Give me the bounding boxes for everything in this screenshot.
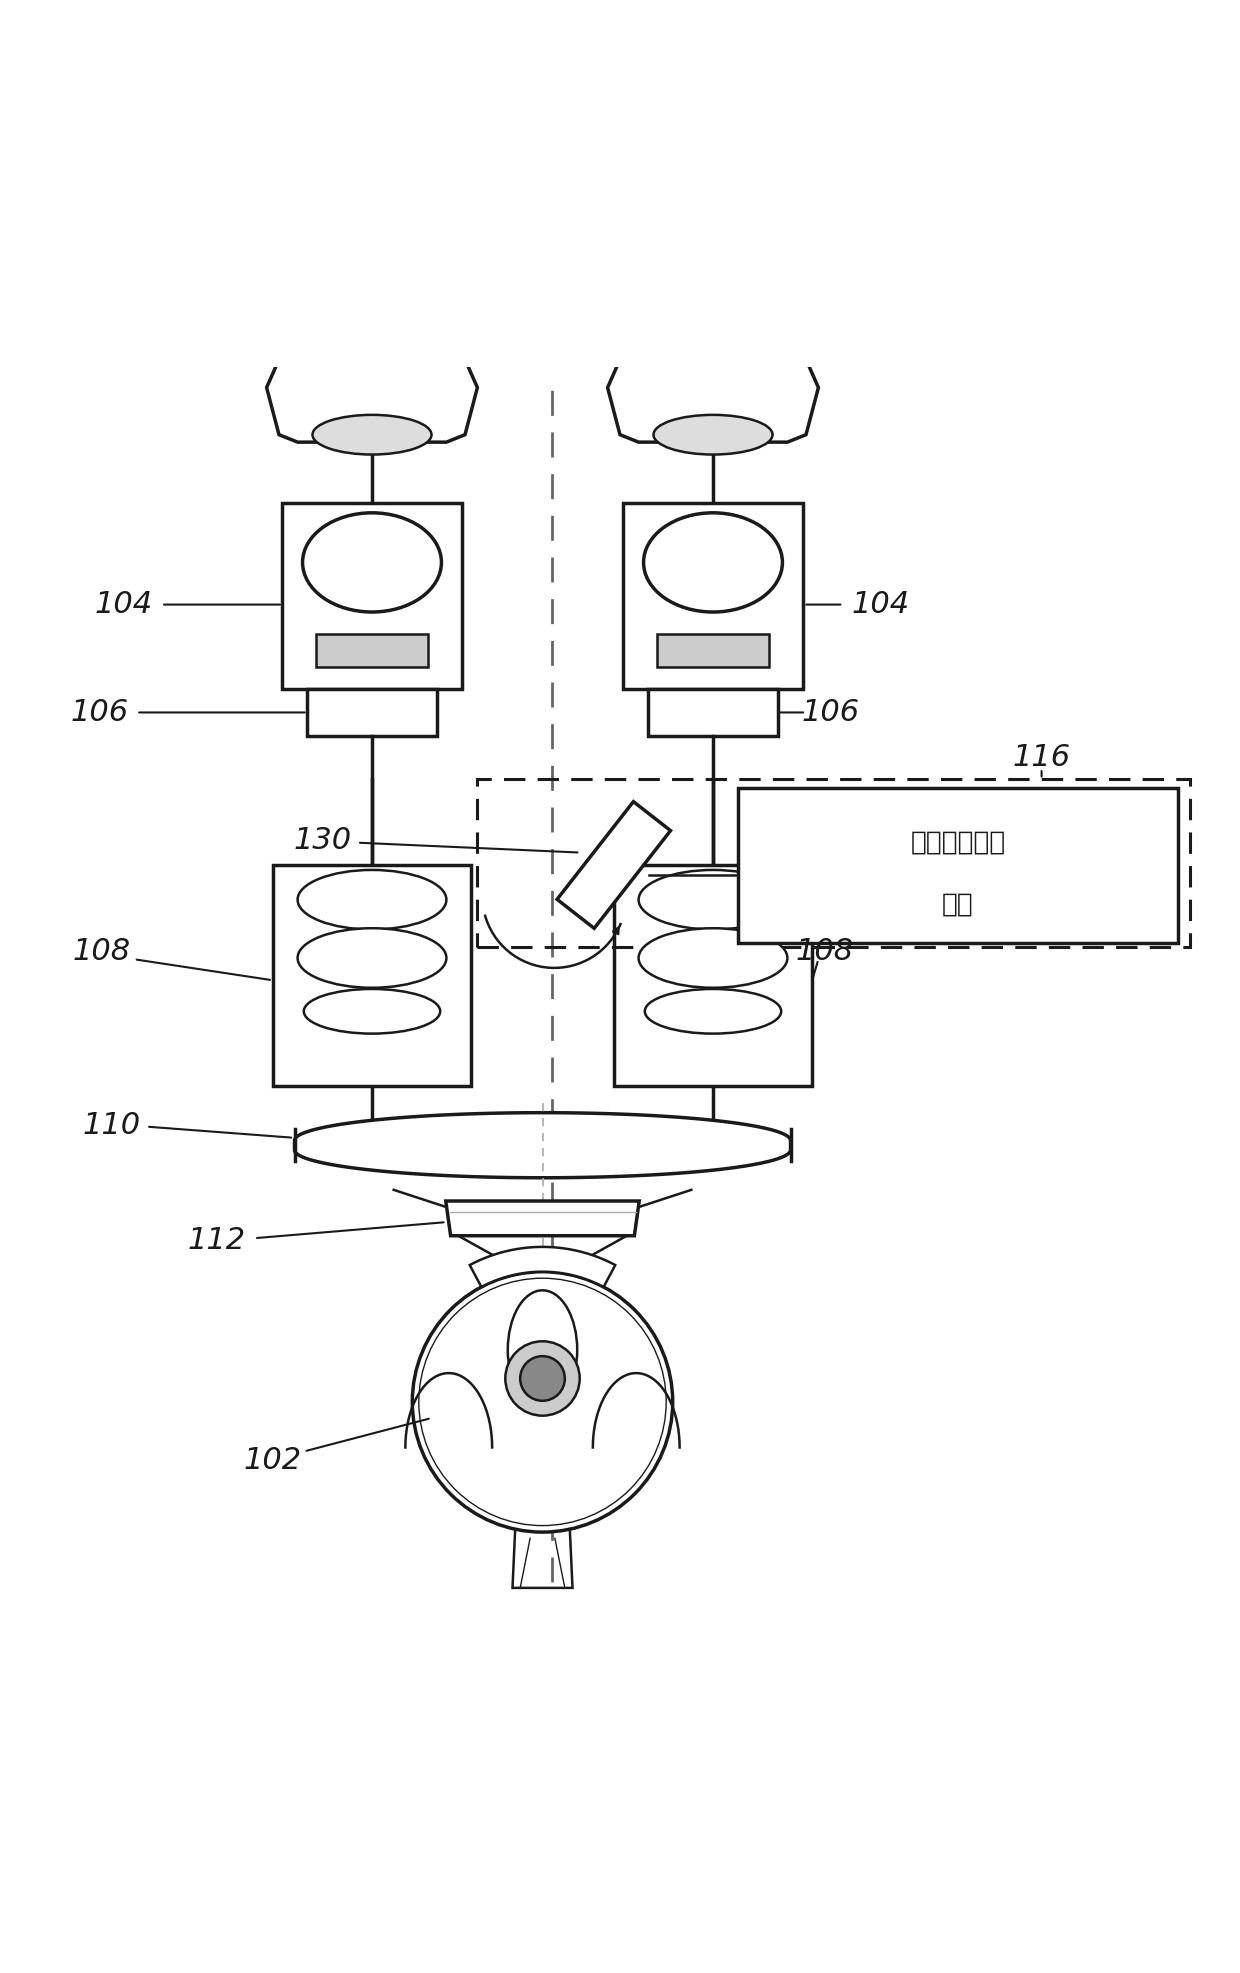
Text: 104: 104 [95,590,153,620]
Bar [614,864,812,1085]
Polygon shape [267,333,477,442]
Polygon shape [295,1113,791,1178]
Bar [657,635,769,667]
Circle shape [412,1273,672,1533]
Text: 104: 104 [852,590,909,620]
Bar [622,503,802,689]
Ellipse shape [304,988,440,1034]
Bar [738,787,1178,943]
Ellipse shape [303,513,441,612]
Ellipse shape [298,870,446,929]
Ellipse shape [644,513,782,612]
Bar [477,779,1190,947]
Ellipse shape [639,870,787,929]
Text: 实时数据投影: 实时数据投影 [910,829,1006,856]
Text: 102: 102 [244,1446,301,1474]
Ellipse shape [298,927,446,988]
Bar [306,689,436,736]
Polygon shape [557,801,671,929]
Bar [316,635,428,667]
Ellipse shape [639,927,787,988]
Ellipse shape [312,414,432,454]
Polygon shape [608,333,818,442]
Bar [647,689,779,736]
Text: 108: 108 [796,937,853,967]
Ellipse shape [506,1342,580,1417]
Bar [273,864,471,1085]
Text: 106: 106 [802,698,859,726]
Text: 106: 106 [71,698,128,726]
Polygon shape [470,1247,615,1286]
Text: 110: 110 [83,1111,140,1140]
Text: 108: 108 [73,937,130,967]
Ellipse shape [645,988,781,1034]
Ellipse shape [653,414,773,454]
Text: 130: 130 [294,825,351,854]
Bar [281,503,461,689]
Text: 单元: 单元 [942,892,973,917]
Ellipse shape [521,1355,565,1401]
Polygon shape [446,1202,640,1235]
Text: 116: 116 [1013,742,1070,771]
Text: 112: 112 [188,1225,246,1255]
